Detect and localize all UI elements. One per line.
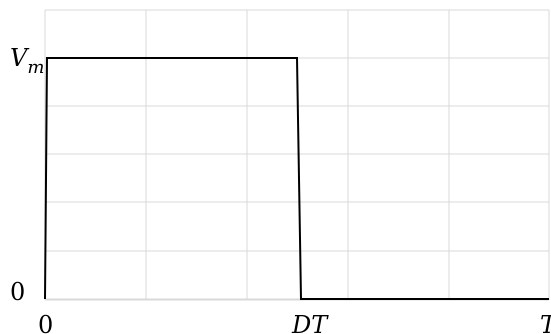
y-tick-label-vm-subscript: m bbox=[27, 57, 44, 78]
x-tick-label-t: T bbox=[540, 311, 551, 334]
y-tick-label-vm-main: V bbox=[10, 44, 30, 72]
axes bbox=[44, 10, 549, 301]
grid bbox=[44, 9, 550, 300]
x-tick-label-dt: DT bbox=[291, 311, 329, 334]
series-line bbox=[44, 57, 549, 300]
y-tick-label-vm: Vm bbox=[10, 44, 44, 78]
y-tick-label-zero: 0 bbox=[10, 278, 25, 306]
x-tick-label-zero: 0 bbox=[38, 311, 53, 334]
